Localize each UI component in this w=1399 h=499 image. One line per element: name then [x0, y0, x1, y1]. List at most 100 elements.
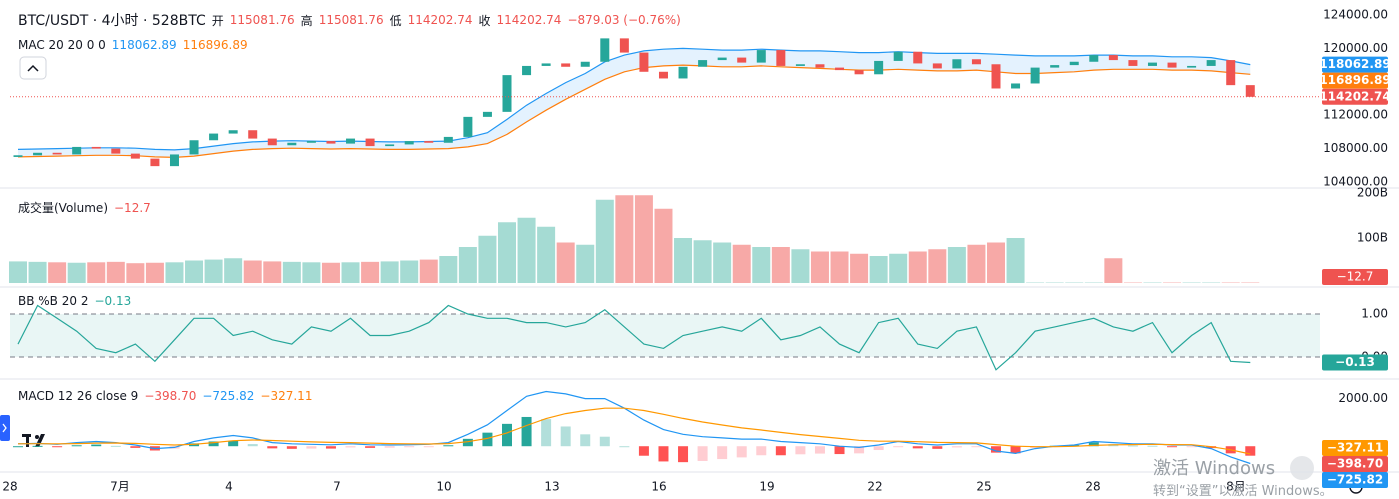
volume-bar	[752, 247, 770, 283]
histogram-bar	[13, 446, 23, 447]
candle	[1207, 60, 1216, 66]
histogram-bar	[91, 445, 101, 447]
volume-bar	[674, 238, 692, 283]
histogram-bar	[971, 446, 981, 447]
y-tick-label: 100B	[1357, 231, 1388, 245]
candle	[522, 66, 531, 75]
volume-bar	[694, 240, 712, 283]
candle	[855, 70, 864, 74]
candle	[1089, 55, 1098, 62]
histogram-bar	[130, 446, 140, 448]
legend-value: −398.70	[144, 389, 196, 403]
candle	[405, 141, 414, 144]
volume-bar	[302, 262, 320, 283]
x-tick-label: 7月	[110, 480, 130, 494]
side-tab[interactable]	[0, 415, 10, 441]
candle	[894, 52, 903, 61]
volume-bar	[263, 261, 281, 283]
candle	[718, 58, 727, 61]
volume-bar	[322, 263, 340, 283]
candle	[1070, 62, 1079, 65]
candle	[131, 154, 140, 159]
volume-bar	[987, 243, 1005, 284]
band-fill	[10, 314, 1320, 357]
histogram-bar	[424, 446, 434, 447]
volume-bar	[224, 258, 242, 283]
histogram-bar	[952, 446, 962, 447]
x-tick-label: 10	[436, 480, 451, 494]
candle	[561, 63, 570, 66]
candle	[600, 38, 609, 61]
histogram-bar	[541, 419, 551, 446]
histogram-bar	[658, 446, 668, 461]
histogram-bar	[404, 446, 414, 447]
collapse-button[interactable]	[20, 57, 46, 79]
candle	[209, 134, 218, 141]
histogram-bar	[443, 445, 453, 446]
histogram-bar	[52, 446, 62, 447]
histogram-bar	[932, 446, 942, 449]
histogram-bar	[756, 446, 766, 455]
candle	[326, 141, 335, 144]
volume-bar	[361, 262, 379, 283]
volume-bar	[126, 263, 144, 283]
candle	[796, 64, 805, 66]
histogram-bar	[874, 446, 884, 450]
legend-title: MACD 12 26 close 9	[18, 389, 138, 403]
histogram-bar	[1128, 446, 1138, 447]
legend-title: BB %B 20 2	[18, 294, 88, 308]
macd-legend: MACD 12 26 close 9−398.70−725.82−327.11	[18, 389, 312, 403]
candle	[150, 159, 159, 167]
tag-label: −0.13	[1335, 355, 1375, 369]
x-tick-label: 22	[867, 480, 882, 494]
candle	[1031, 68, 1040, 84]
candle	[190, 140, 199, 154]
volume-bar	[537, 227, 555, 283]
histogram-bar	[776, 446, 786, 455]
tag-label: 118062.89	[1319, 57, 1390, 71]
change: −879.03 (−0.76%)	[567, 13, 680, 27]
volume-bar	[635, 195, 653, 283]
candle	[913, 52, 922, 64]
candle	[1226, 60, 1235, 85]
candle	[776, 50, 785, 66]
candle	[72, 147, 81, 155]
histogram-bar	[111, 446, 121, 447]
histogram-bar	[1147, 446, 1157, 447]
volume-bar	[381, 261, 399, 283]
volume-bar	[87, 262, 105, 283]
candle	[1168, 63, 1177, 68]
volume-bar	[205, 260, 223, 283]
candle	[659, 72, 668, 79]
y-tick-label: 1.00	[1361, 307, 1388, 321]
histogram-bar	[835, 446, 845, 454]
candle	[170, 154, 179, 166]
volume-bar	[420, 260, 438, 283]
histogram-bar	[33, 446, 43, 447]
candle	[14, 155, 23, 157]
volume-bar	[146, 263, 164, 283]
histogram-bar	[248, 444, 258, 446]
candle	[346, 139, 355, 144]
candle	[268, 139, 277, 146]
histogram-bar	[717, 446, 727, 459]
ohlc-value: 114202.74	[497, 13, 562, 27]
volume-bar	[576, 245, 594, 283]
volume-bar	[909, 252, 927, 284]
tag-label: −12.7	[1337, 270, 1374, 284]
volume-bar	[342, 262, 360, 283]
candle	[737, 58, 746, 63]
candle	[229, 130, 238, 133]
candle	[385, 144, 394, 146]
candle	[1011, 83, 1020, 88]
histogram-bar	[326, 446, 336, 448]
candle	[53, 153, 62, 155]
histogram-bar	[267, 446, 277, 448]
candle	[503, 75, 512, 112]
candle	[542, 63, 551, 66]
histogram-bar	[502, 424, 512, 446]
candle	[698, 60, 707, 67]
